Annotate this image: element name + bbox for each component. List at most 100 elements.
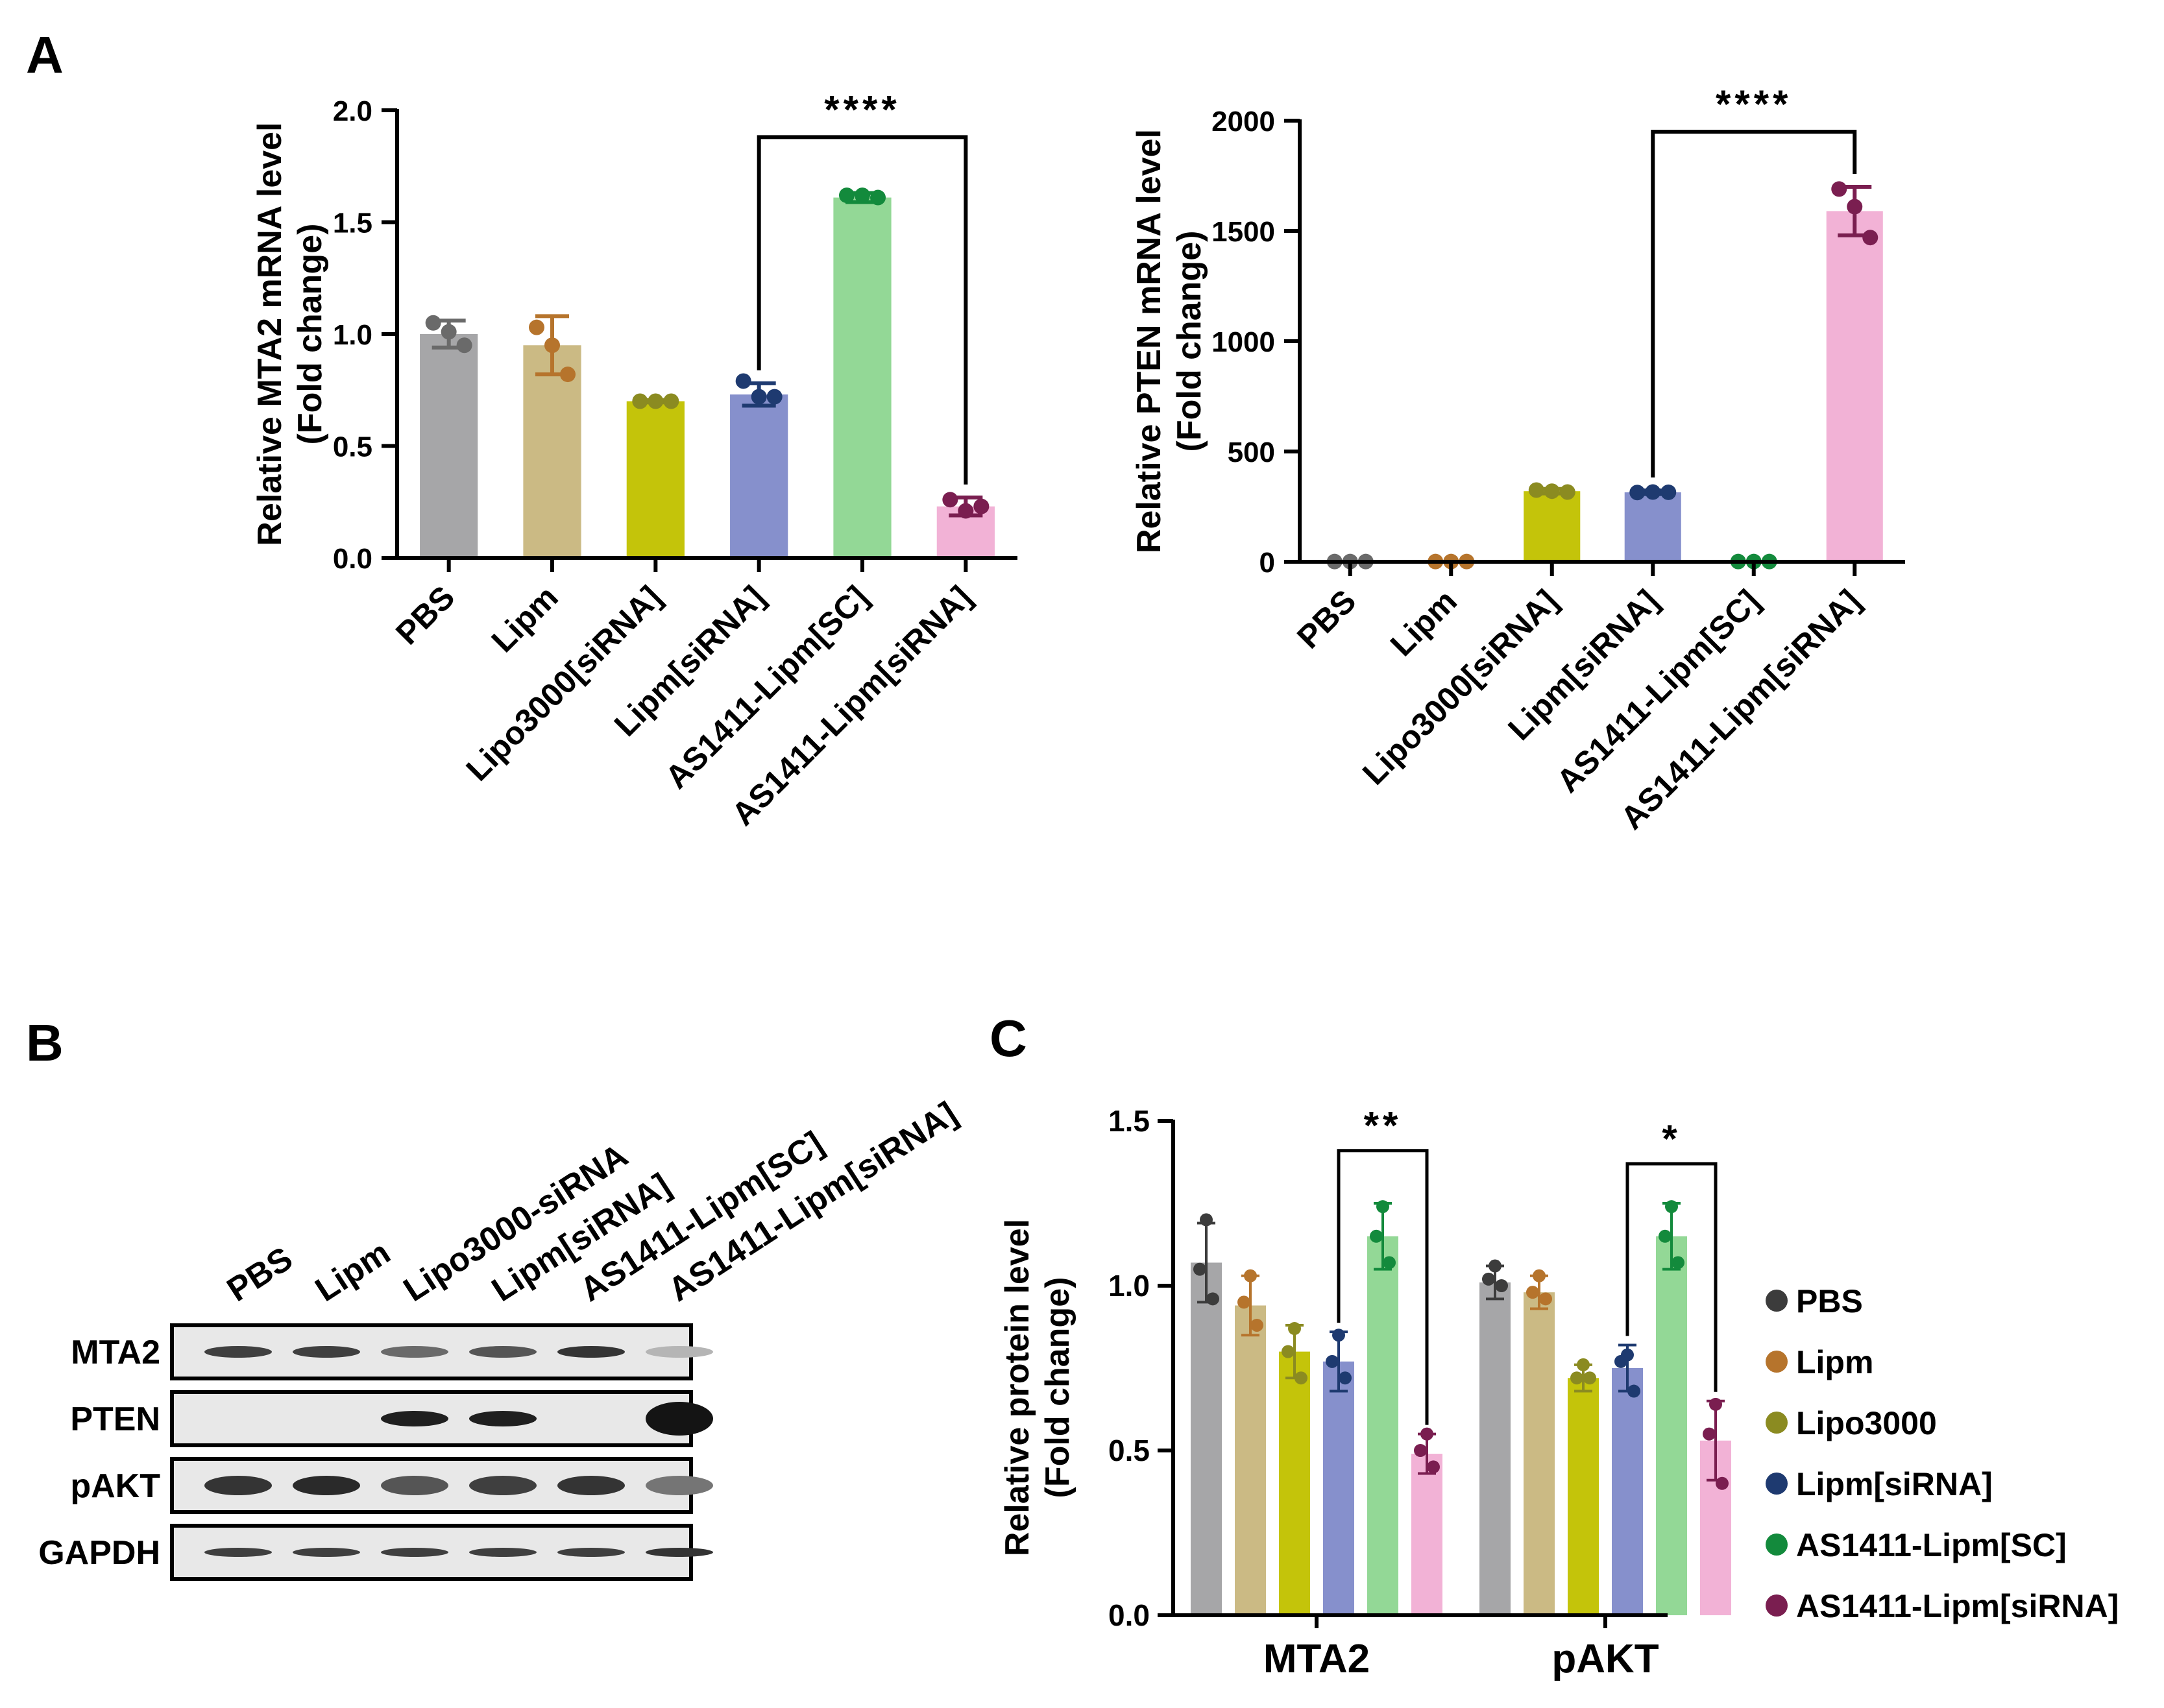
y-axis-title: Relative PTEN mRNA level	[1130, 129, 1168, 553]
significance-bracket	[1651, 130, 1857, 478]
y-tick-label: 1.5	[1108, 1104, 1150, 1138]
blot-band	[557, 1548, 625, 1557]
bar	[1279, 1351, 1310, 1615]
chart-protein-level: 0.0 0.5 1.0 1.5 MTA2 pAKT Relative protein lev…	[999, 1104, 2119, 1681]
data-point	[958, 503, 974, 519]
blot-row-label: PTEN	[70, 1401, 160, 1438]
data-point	[1660, 484, 1677, 500]
bar	[1524, 1292, 1555, 1615]
data-point	[1482, 1272, 1495, 1286]
significance-bracket	[1337, 1149, 1429, 1425]
data-point	[1831, 181, 1847, 197]
legend-swatch	[1766, 1534, 1788, 1556]
data-point	[560, 367, 576, 383]
data-point	[1200, 1213, 1213, 1227]
western-blot: PBS Lipm Lipo3000-siRNALipm[siRNA]AS1411-L…	[38, 1095, 964, 1581]
blot-band	[204, 1476, 272, 1495]
bar	[1411, 1454, 1442, 1615]
y-tick-label: 1000	[1211, 326, 1275, 358]
bar	[626, 401, 685, 558]
data-point	[973, 498, 990, 514]
significance-bracket	[757, 135, 968, 485]
bar	[1235, 1305, 1266, 1615]
data-point	[942, 492, 958, 508]
data-point	[1614, 1354, 1627, 1368]
x-tick-label: Lipm	[1383, 583, 1464, 663]
bar	[1826, 211, 1883, 562]
bar	[833, 197, 892, 558]
legend-swatch	[1766, 1594, 1788, 1617]
data-point	[1665, 1200, 1678, 1214]
y-tick-label: 1.5	[333, 208, 372, 239]
bar	[1568, 1378, 1599, 1615]
legend-swatch	[1766, 1473, 1788, 1495]
legend-label: AS1411-Lipm[SC]	[1796, 1527, 2067, 1563]
data-point	[1414, 1444, 1427, 1457]
data-point	[441, 324, 457, 340]
data-point	[1703, 1427, 1716, 1441]
bar	[730, 394, 788, 558]
y-tick-label: 2.0	[333, 95, 372, 127]
bar	[1624, 492, 1681, 562]
y-axis-title: (Fold change)	[1171, 231, 1208, 452]
data-point	[1645, 484, 1661, 500]
data-point	[1629, 485, 1646, 501]
blot-band	[293, 1548, 360, 1557]
blot-band	[293, 1346, 360, 1358]
y-tick-label: 1.0	[1108, 1269, 1150, 1303]
data-point	[1539, 1292, 1552, 1306]
bar	[1479, 1282, 1511, 1615]
bar	[1524, 491, 1581, 562]
blot-row-label: pAKT	[70, 1467, 160, 1505]
data-point	[1288, 1322, 1301, 1336]
blot-band	[469, 1411, 537, 1426]
y-tick-label: 500	[1228, 437, 1275, 468]
data-point	[544, 337, 560, 354]
legend-label: Lipm	[1796, 1344, 1873, 1380]
blot-row-label: GAPDH	[38, 1534, 160, 1572]
legend-label: Lipm[siRNA]	[1796, 1466, 1993, 1502]
data-point	[1383, 1256, 1396, 1269]
y-tick-label: 1.0	[333, 319, 372, 351]
data-point	[529, 319, 544, 335]
data-point	[1489, 1259, 1501, 1273]
data-point	[1659, 1229, 1672, 1243]
blot-band	[469, 1476, 537, 1495]
y-tick-label: 0.0	[333, 543, 372, 575]
blot-band	[469, 1346, 537, 1358]
significance-label: ****	[824, 88, 900, 131]
data-point	[1495, 1279, 1508, 1292]
data-point	[456, 337, 472, 354]
data-point	[1709, 1397, 1722, 1411]
data-point	[425, 315, 441, 331]
data-point	[1544, 483, 1560, 499]
blot-band	[204, 1346, 272, 1358]
bar	[1323, 1361, 1354, 1615]
x-tick-label: Lipo3000[siRNA]	[459, 579, 668, 788]
data-point	[1250, 1318, 1263, 1332]
x-tick-label: PBS	[389, 579, 461, 651]
x-tick-label: pAKT	[1551, 1637, 1659, 1681]
blot-band	[204, 1548, 272, 1557]
blot-band	[469, 1548, 537, 1557]
data-point	[1570, 1371, 1583, 1385]
data-point	[1370, 1229, 1383, 1243]
x-tick-label: Lipm	[485, 579, 565, 659]
bar	[1612, 1368, 1643, 1615]
data-point	[1559, 484, 1575, 500]
y-axis-title: (Fold change)	[291, 224, 329, 445]
data-point	[735, 373, 751, 389]
blot-band	[381, 1476, 448, 1495]
data-point	[632, 393, 648, 409]
y-tick-label: 0	[1259, 547, 1275, 579]
data-point	[1420, 1427, 1433, 1441]
y-axis-title: (Fold change)	[1039, 1277, 1076, 1498]
data-point	[1583, 1371, 1596, 1385]
blot-lane-label: Lipm	[309, 1234, 397, 1309]
legend-label: PBS	[1796, 1283, 1863, 1319]
data-point	[1528, 482, 1544, 498]
legend-swatch	[1766, 1351, 1788, 1373]
